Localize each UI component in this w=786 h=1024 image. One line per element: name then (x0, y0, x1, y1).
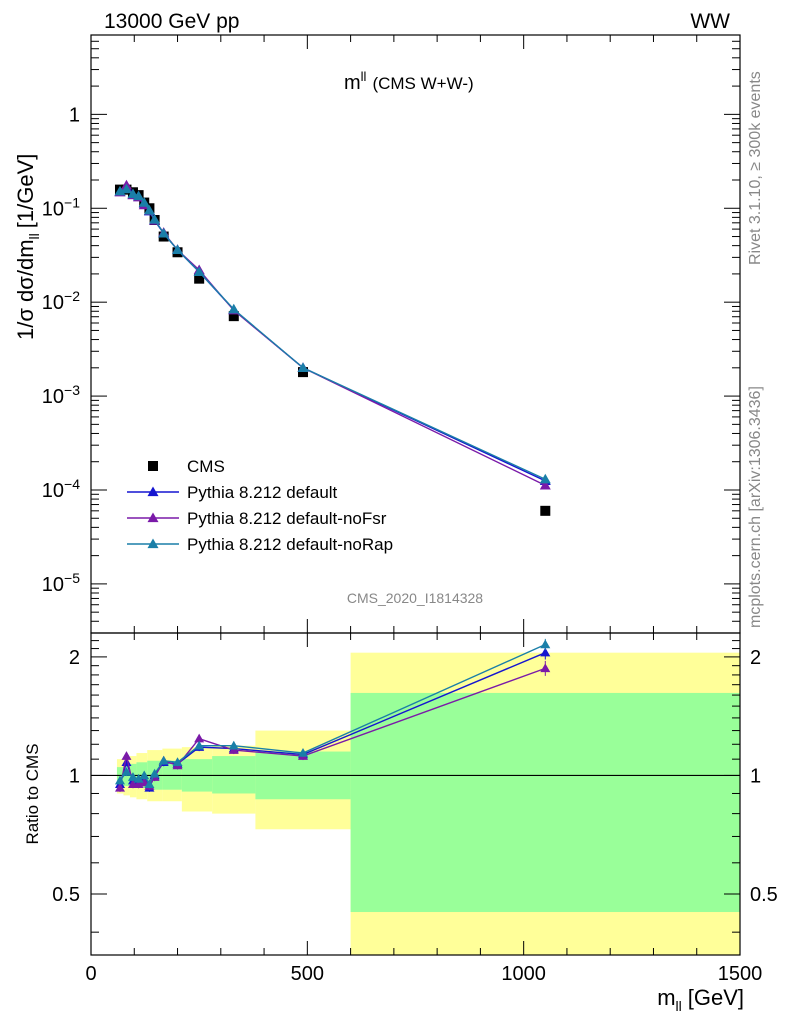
ratio-series-point-2 (127, 772, 138, 781)
main-series-line-1 (119, 186, 546, 482)
x-label-unit: [GeV] (688, 985, 744, 1010)
process-label: WW (690, 10, 730, 33)
x-tick-label: 1500 (718, 963, 763, 985)
main-series-point-2 (539, 479, 551, 490)
cms-data-point (194, 273, 205, 284)
main-y-tick-label: 10−2 (42, 288, 80, 314)
y-label-sub: ll (26, 233, 42, 239)
analysis-id: CMS_2020_I1814328 (347, 590, 483, 606)
main-series-point-3 (133, 190, 145, 201)
ratio-y-tick-label-right: 1 (750, 765, 761, 787)
ratio-y-axis-label: Ratio to CMS (23, 743, 42, 844)
ratio-series-point-2 (133, 773, 144, 783)
main-series-line-3 (119, 188, 546, 480)
cms-data-point (228, 311, 239, 322)
title-symbol: m (344, 72, 361, 94)
ratio-series-point-2 (121, 767, 132, 776)
main-y-tick-label: 10−3 (42, 382, 80, 408)
ratio-series-point-0 (540, 647, 551, 657)
ratio-y-tick-label-left: 0.5 (52, 884, 80, 906)
cms-data-point (298, 367, 309, 378)
legend-label-2: Pythia 8.212 default-noFsr (187, 509, 387, 528)
x-axis-label: mll [GeV] (657, 985, 744, 1014)
y-label-unit: [1/GeV] (13, 154, 38, 229)
main-series-point-3 (297, 362, 309, 372)
ratio-frame (90, 632, 741, 956)
title-superscript: ll (361, 69, 367, 84)
main-y-axis-label: 1/σ dσ/dmll [1/GeV] (13, 154, 42, 340)
main-title: mll (CMS W+W-) (344, 69, 474, 94)
ratio-series-point-2 (144, 779, 155, 788)
main-series-point-3 (228, 303, 240, 314)
ratio-panel: Ratio to CMS mll [GeV] 0 500 1000 1500 0.5 0.5… (23, 632, 778, 1014)
x-tick-label: 500 (291, 963, 324, 985)
ratio-series-point-2 (298, 748, 309, 757)
main-series-point-3 (539, 473, 551, 484)
main-y-tick-label: 1 (69, 104, 80, 126)
legend-label-3: Pythia 8.212 default-noRap (187, 535, 393, 554)
main-y-tick-label: 10−4 (42, 476, 80, 502)
legend-label-0: CMS (187, 457, 225, 476)
ratio-series-point-1 (194, 733, 205, 743)
legend-label-1: Pythia 8.212 default (187, 483, 338, 502)
ratio-series-point-2 (149, 768, 160, 778)
ratio-series-point-2 (540, 639, 551, 649)
legend-marker-1 (147, 486, 159, 497)
main-series-point-3 (143, 204, 155, 215)
main-series-point-3 (158, 227, 170, 238)
ratio-series-point-2 (139, 770, 150, 780)
ratio-series-point-1 (540, 663, 551, 673)
title-suffix: (CMS W+W-) (372, 74, 473, 93)
mcplots-label: mcplots.cern.ch [arXiv:1306.3436] (747, 386, 764, 628)
energy-label: 13000 GeV pp (104, 10, 239, 33)
ratio-y-tick-label-left: 1 (69, 765, 80, 787)
ratio-series-point-1 (121, 751, 132, 760)
ratio-series-point-2 (228, 740, 239, 750)
main-series-point-3 (120, 183, 132, 194)
x-label-main: m (657, 985, 675, 1010)
main-series-line-2 (119, 184, 546, 486)
main-series-point-3 (149, 213, 161, 224)
main-y-tick-label: 10−5 (42, 570, 80, 596)
x-label-sub: ll (676, 998, 682, 1014)
main-y-tick-label: 10−1 (42, 194, 80, 220)
band-inner-9 (350, 692, 740, 913)
ratio-y-tick-label-right: 2 (750, 647, 761, 669)
legend-marker-cms (148, 461, 158, 471)
ratio-series-point-2 (172, 757, 183, 767)
ratio-y-tick-label-right: 0.5 (750, 884, 778, 906)
ratio-y-tick-label-left: 2 (69, 647, 80, 669)
cms-data-point (540, 505, 551, 516)
y-label-main: 1/σ dσ/dm (13, 239, 38, 340)
main-series-point-3 (138, 197, 150, 207)
main-series-point-3 (172, 244, 184, 255)
legend-marker-2 (147, 512, 159, 523)
main-panel: mll (CMS W+W-) CMS_2020_I1814328 1/σ dσ/d… (13, 34, 741, 634)
band-inner-7 (212, 756, 256, 794)
ratio-series-point-2 (194, 740, 205, 750)
ratio-series-point-2 (114, 775, 125, 785)
ratio-series-point-2 (158, 755, 169, 765)
x-tick-label: 0 (85, 963, 96, 985)
ratio-series-point-1 (114, 782, 125, 792)
rivet-label: Rivet 3.1.10, ≥ 300k events (747, 71, 764, 265)
main-series-point-3 (193, 266, 205, 277)
x-tick-label: 1000 (501, 963, 546, 985)
legend-marker-3 (147, 538, 159, 549)
